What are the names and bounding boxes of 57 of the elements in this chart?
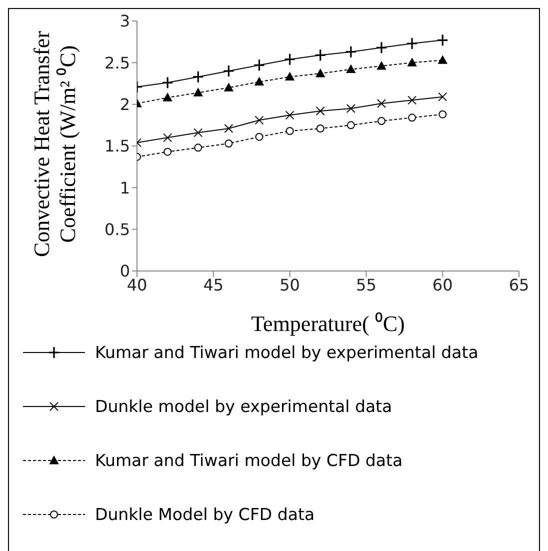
point [194,88,203,96]
y-tick-label: 0.5 [104,220,130,240]
point [438,56,448,64]
y-tick-label: 3 [120,12,130,31]
point [438,110,447,118]
legend-label: Kumar and Tiwari model by experimental data [95,342,478,364]
point [314,48,326,62]
point [284,53,296,66]
point [254,77,264,86]
point [254,116,264,125]
point [376,99,386,108]
x-tick-label: 50 [280,275,300,294]
point [164,148,172,156]
y-tick-label: 1.5 [104,136,130,156]
x-tick-label: 60 [432,275,453,294]
point [376,41,388,54]
point [346,64,356,74]
y-tick-label: 1 [120,178,130,198]
point [438,92,448,102]
point [192,70,204,84]
point [408,58,417,66]
point [406,37,418,50]
point [224,124,234,133]
point [224,83,234,92]
x-tick-label: 55 [356,275,376,294]
point [194,144,202,152]
point [224,140,233,148]
point [162,76,174,89]
point [285,72,294,81]
point [286,127,294,135]
point [253,58,266,72]
legend-label: Kumar and Tiwari model by CFD data [95,450,403,472]
point [316,106,325,116]
y-tick-label: 2.5 [104,53,130,72]
point [408,114,416,122]
point [346,121,355,130]
point [436,34,448,46]
legend-label: Dunkle Model by CFD data [95,504,315,526]
point [316,124,324,132]
point [377,117,386,125]
point [163,133,172,142]
x-axis-title: Temperature( ⁰C) [251,311,405,336]
y-axis-title: Convective Heat Transfer Coefficient (W/m² ⁰C) [29,30,81,260]
point [163,93,172,102]
y-tick-label: 2 [120,95,130,114]
point [285,110,294,120]
point [346,104,356,113]
legend-label: Dunkle model by experimental data [95,396,392,418]
x-tick-label: 65 [508,275,530,294]
point [222,64,234,78]
point [194,128,203,138]
point [316,69,325,78]
point [255,132,264,141]
point [345,46,357,58]
x-tick-label: 45 [203,275,224,294]
point [376,62,386,70]
point [408,96,417,105]
